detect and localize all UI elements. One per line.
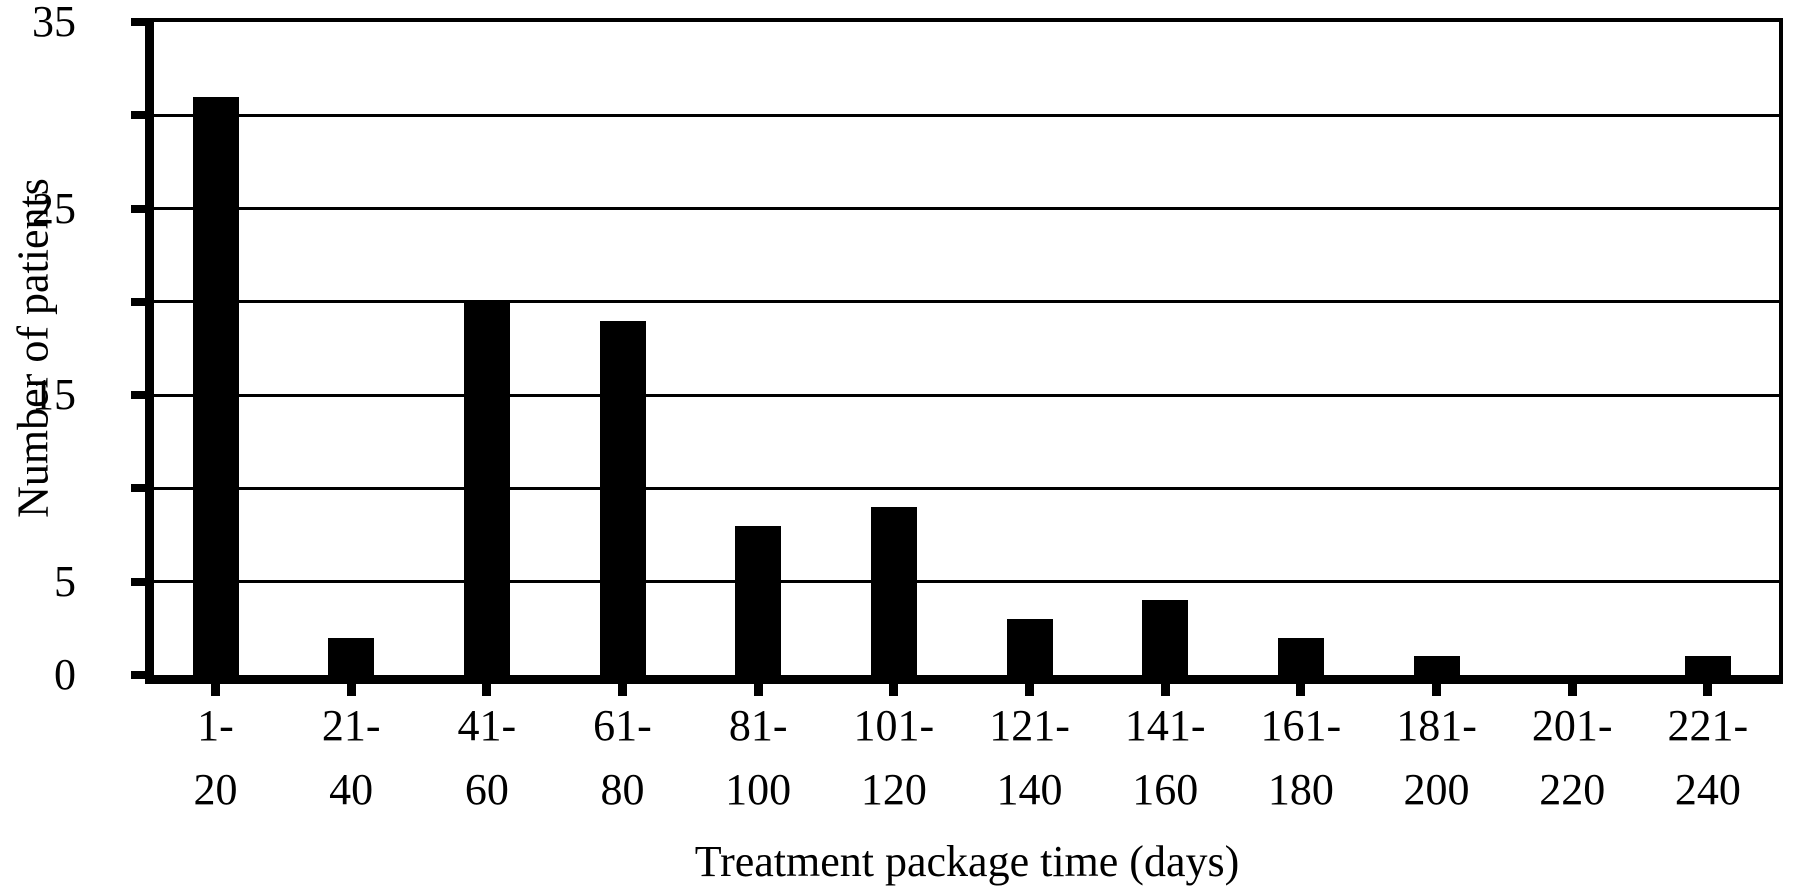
x-tick-label: 161- 180 <box>1231 694 1371 822</box>
gridline <box>154 113 1779 117</box>
x-tick-mark <box>753 684 763 696</box>
y-tick-mark <box>131 111 145 120</box>
y-tick-mark <box>131 204 145 213</box>
x-tick-mark <box>1160 684 1170 696</box>
y-tick-label: 35 <box>32 0 76 46</box>
x-tick-label: 81- 100 <box>688 694 828 822</box>
x-tick-label-line1: 61- <box>593 701 652 750</box>
x-axis-title: Treatment package time (days) <box>694 837 1240 886</box>
y-tick-mark <box>131 297 145 306</box>
x-tick-mark <box>1025 684 1035 696</box>
bar <box>870 507 917 675</box>
x-tick-label-line1: 101- <box>853 701 935 750</box>
x-tick-label: 201- 220 <box>1502 694 1642 822</box>
bar <box>1684 656 1731 675</box>
x-tick-label: 121- 140 <box>960 694 1100 822</box>
bar <box>735 525 782 675</box>
x-tick-label-line1: 201- <box>1531 701 1613 750</box>
x-tick-mark <box>482 684 492 696</box>
bar <box>192 96 239 675</box>
x-tick-mark <box>1703 684 1713 696</box>
x-tick-label-line2: 180 <box>1267 765 1334 814</box>
x-tick-label-line2: 20 <box>193 765 238 814</box>
x-tick-label-line1: 221- <box>1667 701 1749 750</box>
x-tick-label-line1: 161- <box>1260 701 1342 750</box>
x-tick-label-line1: 181- <box>1396 701 1477 750</box>
x-tick-mark <box>211 684 220 696</box>
x-tick-label-line2: 220 <box>1539 765 1606 814</box>
x-tick-label-line2: 80 <box>600 765 645 814</box>
x-tick-label: 41- 60 <box>417 694 557 822</box>
bar <box>1142 600 1189 675</box>
x-tick-mark <box>618 684 627 696</box>
x-tick-label-line2: 40 <box>329 765 374 814</box>
y-tick-mark <box>131 18 145 26</box>
x-tick-mark <box>1296 684 1306 696</box>
gridline <box>154 393 1779 397</box>
x-tick-label-line1: 41- <box>457 701 517 750</box>
x-tick-label-line1: 81- <box>728 701 788 750</box>
x-tick-label: 1- 20 <box>146 694 286 822</box>
y-tick-label: 25 <box>32 183 76 233</box>
bar <box>1413 656 1460 675</box>
x-tick-label-line2: 60 <box>464 765 509 814</box>
x-tick-label-line2: 240 <box>1674 765 1741 814</box>
x-tick-label: 101- 120 <box>824 694 964 822</box>
bar <box>599 320 646 675</box>
x-tick-label-line2: 200 <box>1403 765 1470 814</box>
x-tick-mark <box>346 684 356 696</box>
bar <box>1006 619 1053 675</box>
x-tick-label-line1: 21- <box>321 701 381 750</box>
x-tick-label: 221- 240 <box>1638 694 1778 822</box>
y-tick-mark <box>131 577 145 586</box>
x-tick-mark <box>889 684 899 696</box>
gridline <box>154 207 1779 211</box>
y-tick-mark <box>131 671 145 679</box>
gridline <box>154 300 1779 304</box>
x-tick-label-line2: 120 <box>860 765 927 814</box>
y-tick-mark <box>131 484 145 493</box>
bar <box>328 637 375 675</box>
x-tick-mark <box>1567 684 1577 696</box>
x-tick-label: 61- 80 <box>553 694 693 822</box>
x-tick-label-line2: 100 <box>725 765 792 814</box>
y-tick-label: 15 <box>32 370 76 420</box>
y-tick-mark <box>131 391 145 400</box>
x-tick-label: 141- 160 <box>1095 694 1235 822</box>
x-tick-label: 21- 40 <box>281 694 421 822</box>
x-tick-label-line1: 1- <box>197 701 234 750</box>
x-tick-label-line1: 141- <box>1124 701 1206 750</box>
x-tick-mark <box>1432 684 1442 696</box>
x-tick-label-line1: 121- <box>989 701 1070 750</box>
y-tick-label: 5 <box>54 556 76 606</box>
x-tick-label-line2: 160 <box>1132 765 1199 814</box>
y-tick-label: 0 <box>54 650 76 699</box>
x-tick-label: 181- 200 <box>1367 694 1507 822</box>
gridline <box>154 580 1779 584</box>
bar <box>1277 637 1324 675</box>
x-tick-label-line2: 140 <box>996 765 1063 814</box>
plot-area: 35 25 15 5 0 <box>32 0 1783 699</box>
bar <box>463 301 510 675</box>
gridline <box>154 486 1779 490</box>
